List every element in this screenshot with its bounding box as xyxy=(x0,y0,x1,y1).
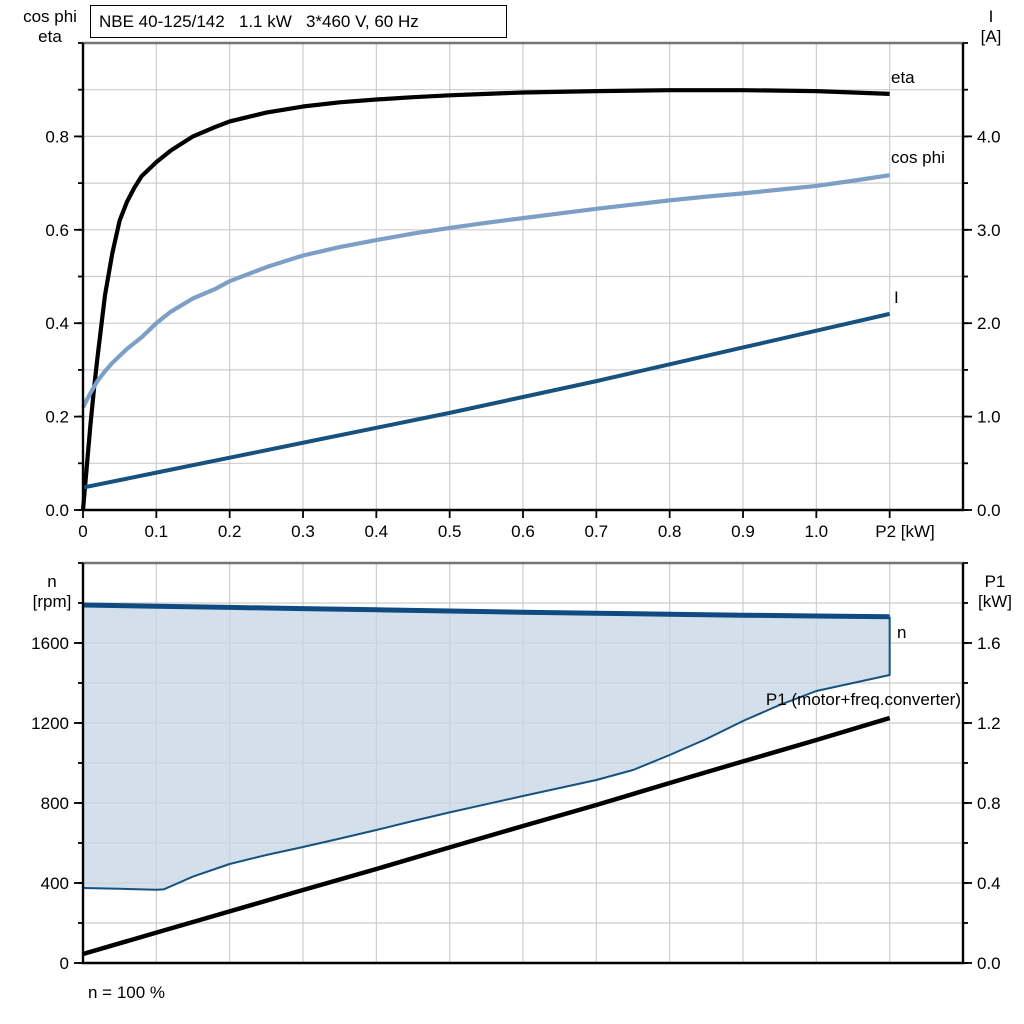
y-left-tick-label: 1200 xyxy=(31,714,69,733)
y-right-tick-label: 1.0 xyxy=(977,408,1001,427)
y-right-tick-label: 2.0 xyxy=(977,314,1001,333)
y-right-axis-title: [kW] xyxy=(978,592,1012,611)
tick-labels: 0 400 800 1200 1600 0.0 0.4 0.8 1.2 1.6 xyxy=(31,634,1000,973)
y-right-tick-label: 1.2 xyxy=(977,714,1001,733)
y-left-tick-label: 1600 xyxy=(31,634,69,653)
y-left-axis-title: eta xyxy=(38,27,62,46)
y-right-axis-title: [A] xyxy=(981,27,1002,46)
y-right-tick-label: 4.0 xyxy=(977,127,1001,146)
y-right-tick-label: 3.0 xyxy=(977,221,1001,240)
series-I xyxy=(82,311,891,490)
x-tick-label: 1.0 xyxy=(805,522,829,541)
tick-labels: 0.0 0.2 0.4 0.6 0.8 0.0 1.0 2.0 3.0 4.0 0 0.1 0.2 0.3… xyxy=(45,127,1000,541)
series-P1 xyxy=(82,715,891,957)
y-left-axis-title: cos phi xyxy=(23,7,77,26)
panel-top: 0.0 0.2 0.4 0.6 0.8 0.0 1.0 2.0 3.0 4.0 0 0.1 0.2 0.3… xyxy=(23,7,1001,541)
curve-label-I: I xyxy=(894,288,899,307)
title-text: NBE 40-125/142 1.1 kW 3*460 V, 60 Hz xyxy=(99,11,419,31)
y-right-tick-label: 0.4 xyxy=(977,874,1001,893)
x-tick-label: 0.1 xyxy=(145,522,169,541)
y-left-tick-label: 0.8 xyxy=(45,127,69,146)
x-tick-label: 0.3 xyxy=(291,522,315,541)
series-cos phi xyxy=(81,173,890,409)
y-left-axis-title: n xyxy=(47,572,56,591)
x-tick-label: 0.8 xyxy=(658,522,682,541)
x-tick-label: 0.9 xyxy=(731,522,755,541)
x-tick-label: 0 xyxy=(78,522,87,541)
y-right-axis-title: I xyxy=(989,7,994,26)
panel-bottom: 0400800120016000.00.40.81.21.6n[rpm]P1[k… xyxy=(31,561,1012,1002)
curve-label-P1: P1 (motor+freq.converter) xyxy=(766,690,961,709)
speed-annotation: n = 100 % xyxy=(88,983,165,1002)
y-left-tick-label: 0.2 xyxy=(45,408,69,427)
y-left-tick-label: 0 xyxy=(60,954,69,973)
x-tick-label: 0.4 xyxy=(365,522,389,541)
y-right-tick-label: 0.0 xyxy=(977,501,1001,520)
series-speed-range-lower xyxy=(82,616,891,891)
x-tick-label: 0.2 xyxy=(218,522,242,541)
ticks xyxy=(74,562,972,964)
curve-label-cos phi: cos phi xyxy=(891,148,945,167)
x-tick-label: 0.5 xyxy=(438,522,462,541)
y-right-tick-label: 1.6 xyxy=(977,634,1001,653)
y-left-tick-label: 800 xyxy=(41,794,69,813)
series-eta xyxy=(80,88,890,511)
y-left-axis-title: [rpm] xyxy=(33,592,72,611)
series-n xyxy=(82,602,890,620)
y-left-tick-label: 0.4 xyxy=(45,314,69,333)
y-right-tick-label: 0.0 xyxy=(977,954,1001,973)
title-box: NBE 40-125/142 1.1 kW 3*460 V, 60 Hz xyxy=(90,5,507,38)
x-tick-label: 0.6 xyxy=(511,522,535,541)
x-axis-label: P2 [kW] xyxy=(875,522,935,541)
gridlines xyxy=(83,43,963,510)
curve-label-eta: eta xyxy=(891,68,915,87)
duty-range-fill xyxy=(83,605,890,890)
y-left-tick-label: 400 xyxy=(41,874,69,893)
curve-label-n: n xyxy=(897,623,906,642)
y-right-axis-title: P1 xyxy=(985,572,1006,591)
y-left-tick-label: 0.0 xyxy=(45,501,69,520)
x-tick-label: 0.7 xyxy=(585,522,609,541)
y-left-tick-label: 0.6 xyxy=(45,221,69,240)
y-right-tick-label: 0.8 xyxy=(977,794,1001,813)
ticks xyxy=(74,42,972,518)
